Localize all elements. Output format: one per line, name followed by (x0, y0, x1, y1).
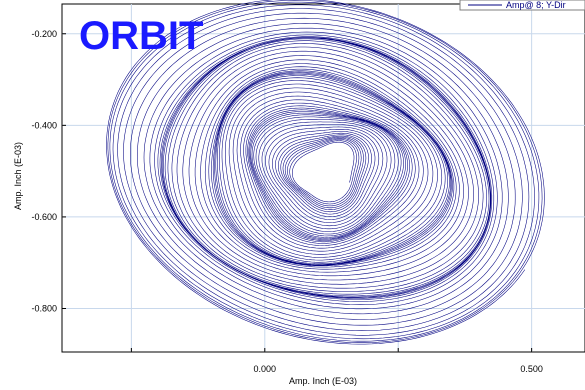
x-axis-title: Amp. Inch (E-03) (289, 376, 357, 386)
chart-title: ORBIT (79, 14, 203, 58)
y-tick-label: -0.800 (31, 304, 57, 314)
x-tick-label: 0.500 (520, 364, 543, 374)
x-tick-label: 0.000 (254, 364, 277, 374)
legend: Amp@ 8; Y-Dir (459, 0, 585, 11)
grid-lines (62, 4, 585, 352)
plot-area (61, 3, 585, 353)
y-tick-label: -0.200 (31, 29, 57, 39)
y-tick-label: -0.600 (31, 212, 57, 222)
tick-marks (62, 33, 533, 352)
orbit-trace (106, 0, 545, 345)
tick-labels: 0.000 0.500 -0.200 -0.400 -0.600 -0.800 (31, 29, 542, 374)
y-tick-label: -0.400 (31, 120, 57, 130)
y-axis-title: Amp. Inch (E-03) (13, 142, 23, 210)
orbit-series (106, 0, 545, 345)
legend-label: Amp@ 8; Y-Dir (506, 0, 566, 10)
